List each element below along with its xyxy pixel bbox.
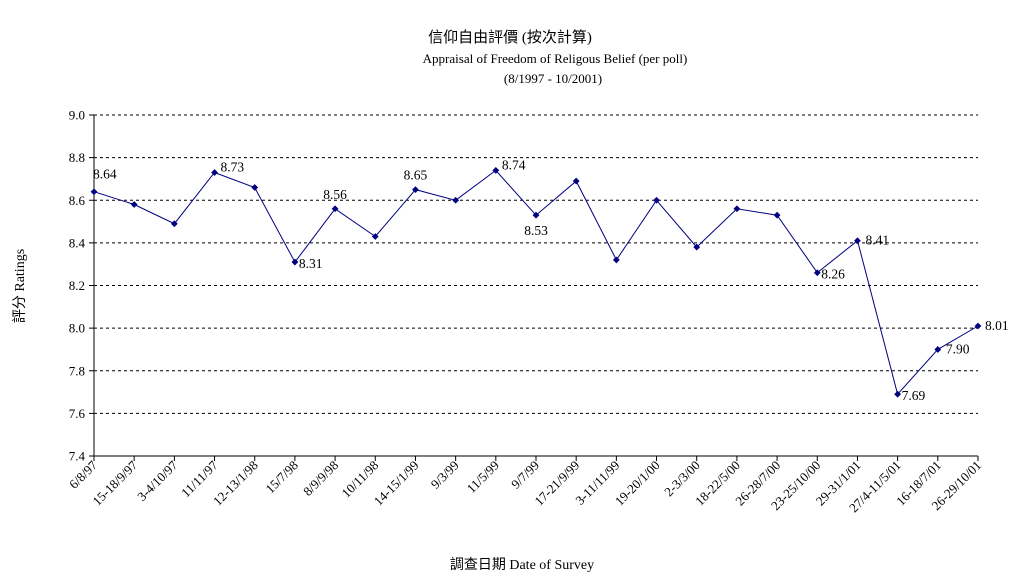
data-point — [733, 205, 741, 213]
data-point — [371, 233, 379, 240]
y-tick-label: 8.2 — [69, 278, 85, 293]
data-point — [653, 196, 660, 204]
y-tick-label: 9.0 — [69, 108, 85, 123]
y-tick-label: 7.8 — [69, 363, 85, 378]
series-line — [93, 169, 979, 396]
x-tick-label: 9/7/99 — [508, 458, 542, 492]
data-point — [894, 390, 902, 398]
data-point — [813, 269, 821, 277]
data-point — [130, 201, 138, 208]
data-label: 8.64 — [93, 167, 117, 182]
y-tick-label: 7.6 — [69, 406, 86, 421]
x-axis: 6/8/9715-18/9/973-4/10/9711/11/9712-13/1… — [66, 455, 984, 515]
y-tick-label: 8.0 — [69, 321, 85, 336]
y-tick-label: 8.8 — [69, 150, 85, 165]
data-label: 8.31 — [299, 256, 323, 271]
data-point — [412, 186, 419, 193]
y-tick-label: 7.4 — [69, 449, 86, 464]
data-point — [452, 196, 460, 204]
data-label: 8.74 — [502, 157, 526, 172]
chart-title-chinese: 信仰自由評價 (按次計算) — [428, 28, 592, 46]
x-axis-label: 調查日期 Date of Survey — [450, 557, 594, 573]
data-label: 8.01 — [985, 318, 1009, 333]
data-label: 8.41 — [865, 233, 889, 248]
data-label: 8.73 — [221, 160, 245, 175]
x-tick-label: 3-4/10/97 — [134, 457, 181, 504]
data-label: 8.65 — [404, 168, 428, 183]
data-point — [693, 243, 701, 251]
x-tick-label: 9/3/99 — [428, 458, 462, 492]
x-tick-label: 11/5/99 — [464, 458, 502, 496]
y-tick-label: 8.4 — [69, 235, 86, 250]
data-point — [251, 184, 259, 191]
x-tick-label: 15-18/9/97 — [89, 457, 140, 508]
data-point — [572, 177, 580, 185]
data-label: 8.53 — [524, 223, 548, 238]
y-tick-label: 8.6 — [69, 193, 86, 208]
chart-subtitle: Appraisal of Freedom of Religous Belief … — [423, 51, 688, 66]
data-label: 8.26 — [821, 267, 845, 282]
data-label: 7.69 — [902, 388, 926, 403]
data-labels: 8.64 8.73 8.31 8.56 8.65 8.74 8.53 8.26 8.41 7.69… — [93, 157, 1009, 403]
data-point — [211, 169, 218, 176]
series-ratings — [90, 167, 982, 398]
data-point — [773, 211, 781, 219]
data-label: 8.56 — [323, 187, 347, 202]
data-point — [532, 211, 540, 219]
data-point — [492, 167, 500, 174]
y-axis: 9.0 8.8 8.6 8.4 8.2 8.0 7.8 7.6 7.4 — [69, 108, 95, 464]
chart-period: (8/1997 - 10/2001) — [504, 71, 602, 86]
data-point — [291, 258, 299, 266]
data-point — [90, 188, 98, 196]
data-point — [854, 237, 861, 245]
data-label: 7.90 — [946, 341, 970, 356]
data-point — [934, 346, 942, 353]
y-axis-label: 評分 Ratings — [12, 249, 28, 323]
data-point — [170, 220, 178, 228]
data-point — [974, 322, 982, 330]
x-tick-label: 15/7/98 — [262, 458, 301, 497]
data-point — [331, 205, 339, 213]
x-tick-label: 8/9/9/98 — [300, 458, 341, 499]
data-point — [612, 256, 620, 264]
